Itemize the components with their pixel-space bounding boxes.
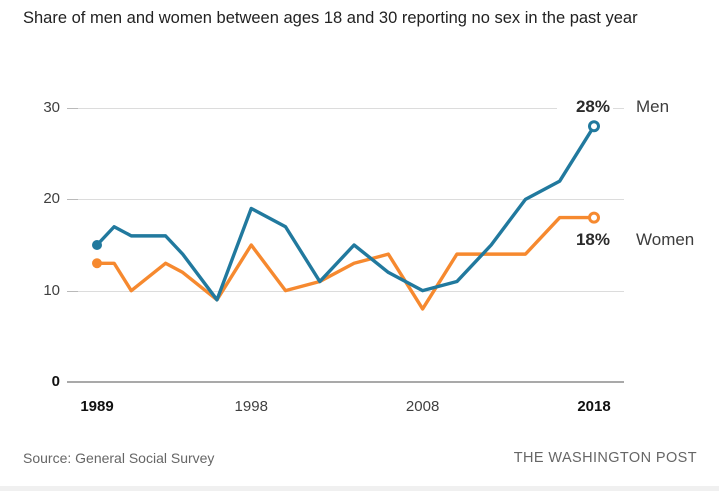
x-axis-baseline (67, 381, 624, 383)
women-series-label: Women (636, 229, 695, 249)
gridline (67, 108, 624, 109)
y-axis-label: 0 (51, 373, 60, 390)
bottom-edge-strip (0, 486, 719, 491)
x-axis-label: 1998 (234, 398, 268, 415)
y-axis-label: 10 (43, 281, 60, 299)
men-start-dot (92, 240, 102, 250)
men-line (95, 124, 596, 302)
women-start-dot (92, 258, 102, 269)
gridline (67, 290, 624, 292)
chart-title: Share of men and women between ages 18 a… (23, 9, 638, 27)
women-line (95, 215, 596, 311)
y-axis-tick (67, 108, 78, 109)
y-axis-label: 20 (43, 190, 60, 208)
x-axis-label: 1989 (80, 398, 114, 415)
gridline (67, 199, 624, 201)
men-end-dot (588, 120, 600, 133)
publisher-credit: THE WASHINGTON POST (513, 450, 697, 466)
men-series-label: Men (636, 97, 670, 117)
y-axis-label: 30 (43, 99, 60, 116)
women-value-label: 18% (557, 229, 613, 250)
plot-lines (92, 120, 600, 311)
chart-canvas: 30 20 10 0 1989 1998 2008 2018 28% Men 18% Women (43, 97, 695, 415)
source-note: Source: General Social Survey (23, 450, 215, 466)
x-axis-label: 2018 (577, 398, 611, 415)
y-axis-tick (67, 290, 78, 292)
y-axis-tick (67, 199, 78, 201)
women-end-dot (588, 211, 600, 224)
x-axis-label: 2008 (405, 398, 440, 415)
men-value-label: 28% (557, 97, 613, 118)
